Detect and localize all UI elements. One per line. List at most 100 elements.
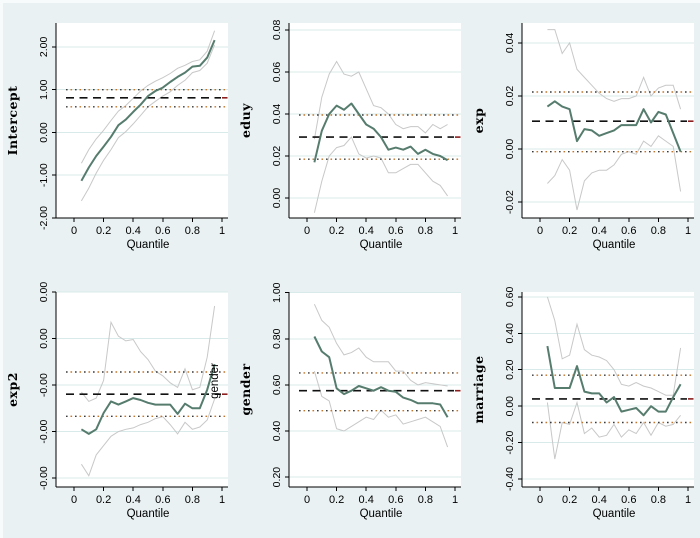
x-tick-label: 0.6 — [388, 225, 403, 237]
y-tick-label: 0.00 — [504, 139, 516, 160]
x-axis-title: Quantile — [593, 239, 636, 251]
x-tick-label: 0.2 — [562, 225, 577, 237]
y-tick-label: 0.06 — [271, 62, 283, 83]
x-tick-label: 0 — [537, 225, 543, 237]
panel-gender: 1.00 0.80 0.60 0.40 0.20 0 0.2 0.4 0.6 0.8 1 Quanti… — [233, 269, 466, 538]
x-axis-title: Quantile — [593, 508, 636, 520]
qr-estimate-line — [546, 100, 682, 153]
x-tick-label: 1 — [219, 225, 225, 237]
y-axis-title: gender — [238, 363, 253, 415]
ci-upper-line — [313, 303, 448, 387]
y-tick-label: 0.40 — [504, 323, 516, 344]
x-axis-title: Quantile — [127, 239, 170, 251]
plot-area — [289, 23, 461, 218]
x-tick-label: 0.6 — [621, 494, 636, 506]
ci-lower-line — [547, 135, 682, 211]
x-tick-label: 0 — [71, 494, 77, 506]
qr-estimate-line — [546, 345, 682, 417]
y-tick-label: -0.20 — [504, 430, 516, 454]
y-tick-label: 2.00 — [38, 37, 50, 58]
x-tick-label: 0.4 — [359, 225, 374, 237]
x-tick-label: 1 — [452, 494, 458, 506]
y-axis-title: marriage — [471, 355, 486, 423]
panel-intercept: 2.00 1.00 0.00 -1.00 -2.00 0 0.2 0.4 0.6 0.8 1 Quan… — [0, 0, 233, 269]
ci-lower-line — [313, 136, 449, 213]
y-tick-label: -0.00 — [38, 466, 50, 490]
x-tick-label: 0 — [304, 494, 310, 506]
y-tick-label: -0.00 — [38, 373, 50, 397]
y-tick-label: 0.02 — [504, 86, 516, 107]
ci-upper-line — [80, 30, 216, 164]
x-tick-label: 0.8 — [185, 494, 200, 506]
panel-exp: 0.04 0.02 0.00 -0.02 0 0.2 0.4 0.6 0.8 1 Quantile e… — [466, 0, 699, 269]
y-axis-title: eduy — [238, 103, 253, 138]
chart-gender: 1.00 0.80 0.60 0.40 0.20 0 0.2 0.4 0.6 0.8 1 Quanti… — [238, 282, 461, 520]
x-tick-label: 0.2 — [329, 225, 344, 237]
y-tick-label: 0.20 — [504, 359, 516, 380]
x-tick-label: 0.2 — [96, 494, 111, 506]
x-tick-label: 1 — [685, 494, 691, 506]
x-tick-label: 1 — [219, 494, 225, 506]
plot-area — [522, 292, 694, 487]
x-tick-label: 0.4 — [126, 494, 141, 506]
ci-upper-line — [81, 305, 216, 403]
plot-area — [56, 292, 228, 487]
ci-lower-line — [80, 398, 216, 477]
y-tick-label: 0.00 — [38, 282, 50, 303]
y-tick-label: 0.00 — [504, 396, 516, 417]
chart-eduy: 0.08 0.06 0.04 0.02 0.00 0 0.2 0.4 0.6 0.8 1 Quanti… — [238, 20, 461, 251]
chart-marriage: 0.60 0.40 0.20 0.00 -0.20 -0.40 0 0.2 0.4 0.6 0.8 1… — [471, 287, 694, 520]
y-tick-label: 0.00 — [271, 188, 283, 209]
y-tick-label: 0.04 — [271, 104, 283, 125]
qr-estimate-line — [80, 39, 216, 182]
qr-estimate-line — [313, 102, 449, 163]
y-tick-label: 0.02 — [271, 146, 283, 167]
x-tick-label: 0.4 — [126, 225, 141, 237]
x-tick-label: 0.4 — [359, 494, 374, 506]
ci-upper-line — [546, 296, 682, 396]
x-tick-label: 1 — [452, 225, 458, 237]
x-tick-label: 0.8 — [418, 494, 433, 506]
x-tick-label: 0.8 — [651, 494, 666, 506]
qr-estimate-line — [80, 363, 216, 435]
x-tick-label: 0.2 — [96, 225, 111, 237]
y-axis-title: exp2 — [5, 372, 20, 407]
y-tick-label: -0.00 — [38, 419, 50, 443]
chart-exp: 0.04 0.02 0.00 -0.02 0 0.2 0.4 0.6 0.8 1 Quantile e… — [471, 23, 694, 251]
y-tick-label: 0.00 — [38, 122, 50, 143]
x-tick-label: 0.4 — [592, 225, 607, 237]
y-axis-title: Intercept — [5, 86, 20, 156]
panel-exp2: 0.00 0.00 -0.00 -0.00 -0.00 0 0.2 0.4 0.6 0.8 1 Qua… — [0, 269, 233, 538]
x-tick-label: 0 — [71, 225, 77, 237]
panel-marriage: 0.60 0.40 0.20 0.00 -0.20 -0.40 0 0.2 0.4 0.6 0.8 1… — [466, 269, 699, 538]
ci-upper-line — [313, 60, 448, 140]
y-tick-label: -0.02 — [504, 190, 516, 214]
x-axis-title: Quantile — [360, 239, 403, 251]
x-tick-label: 0.6 — [155, 494, 170, 506]
y-tick-label: 0.00 — [38, 328, 50, 349]
ci-upper-line — [547, 29, 682, 110]
y-tick-label: 0.40 — [271, 421, 283, 442]
x-tick-label: 0.4 — [592, 494, 607, 506]
x-tick-label: 0.8 — [185, 225, 200, 237]
plot-area — [56, 23, 228, 218]
x-tick-label: 0.2 — [329, 494, 344, 506]
x-axis-title: Quantile — [127, 508, 170, 520]
x-tick-label: 1 — [685, 225, 691, 237]
x-tick-label: 0.6 — [155, 225, 170, 237]
x-axis-title: Quantile — [360, 508, 403, 520]
y-tick-label: 0.08 — [271, 20, 283, 41]
y-tick-label: -1.00 — [38, 163, 50, 187]
chart-exp2: 0.00 0.00 -0.00 -0.00 -0.00 0 0.2 0.4 0.6 0.8 1 Qua… — [5, 282, 228, 520]
x-tick-label: 0 — [537, 494, 543, 506]
y-tick-label: 1.00 — [271, 282, 283, 303]
panel-eduy: 0.08 0.06 0.04 0.02 0.00 0 0.2 0.4 0.6 0.8 1 Quanti… — [233, 0, 466, 269]
y-tick-label: -0.40 — [504, 467, 516, 491]
y-tick-label: 0.60 — [271, 375, 283, 396]
y-tick-label: 1.00 — [38, 79, 50, 100]
x-tick-label: 0.8 — [651, 225, 666, 237]
y-tick-label: 0.60 — [504, 287, 516, 308]
y-tick-label: 0.20 — [271, 467, 283, 488]
x-tick-label: 0 — [304, 225, 310, 237]
